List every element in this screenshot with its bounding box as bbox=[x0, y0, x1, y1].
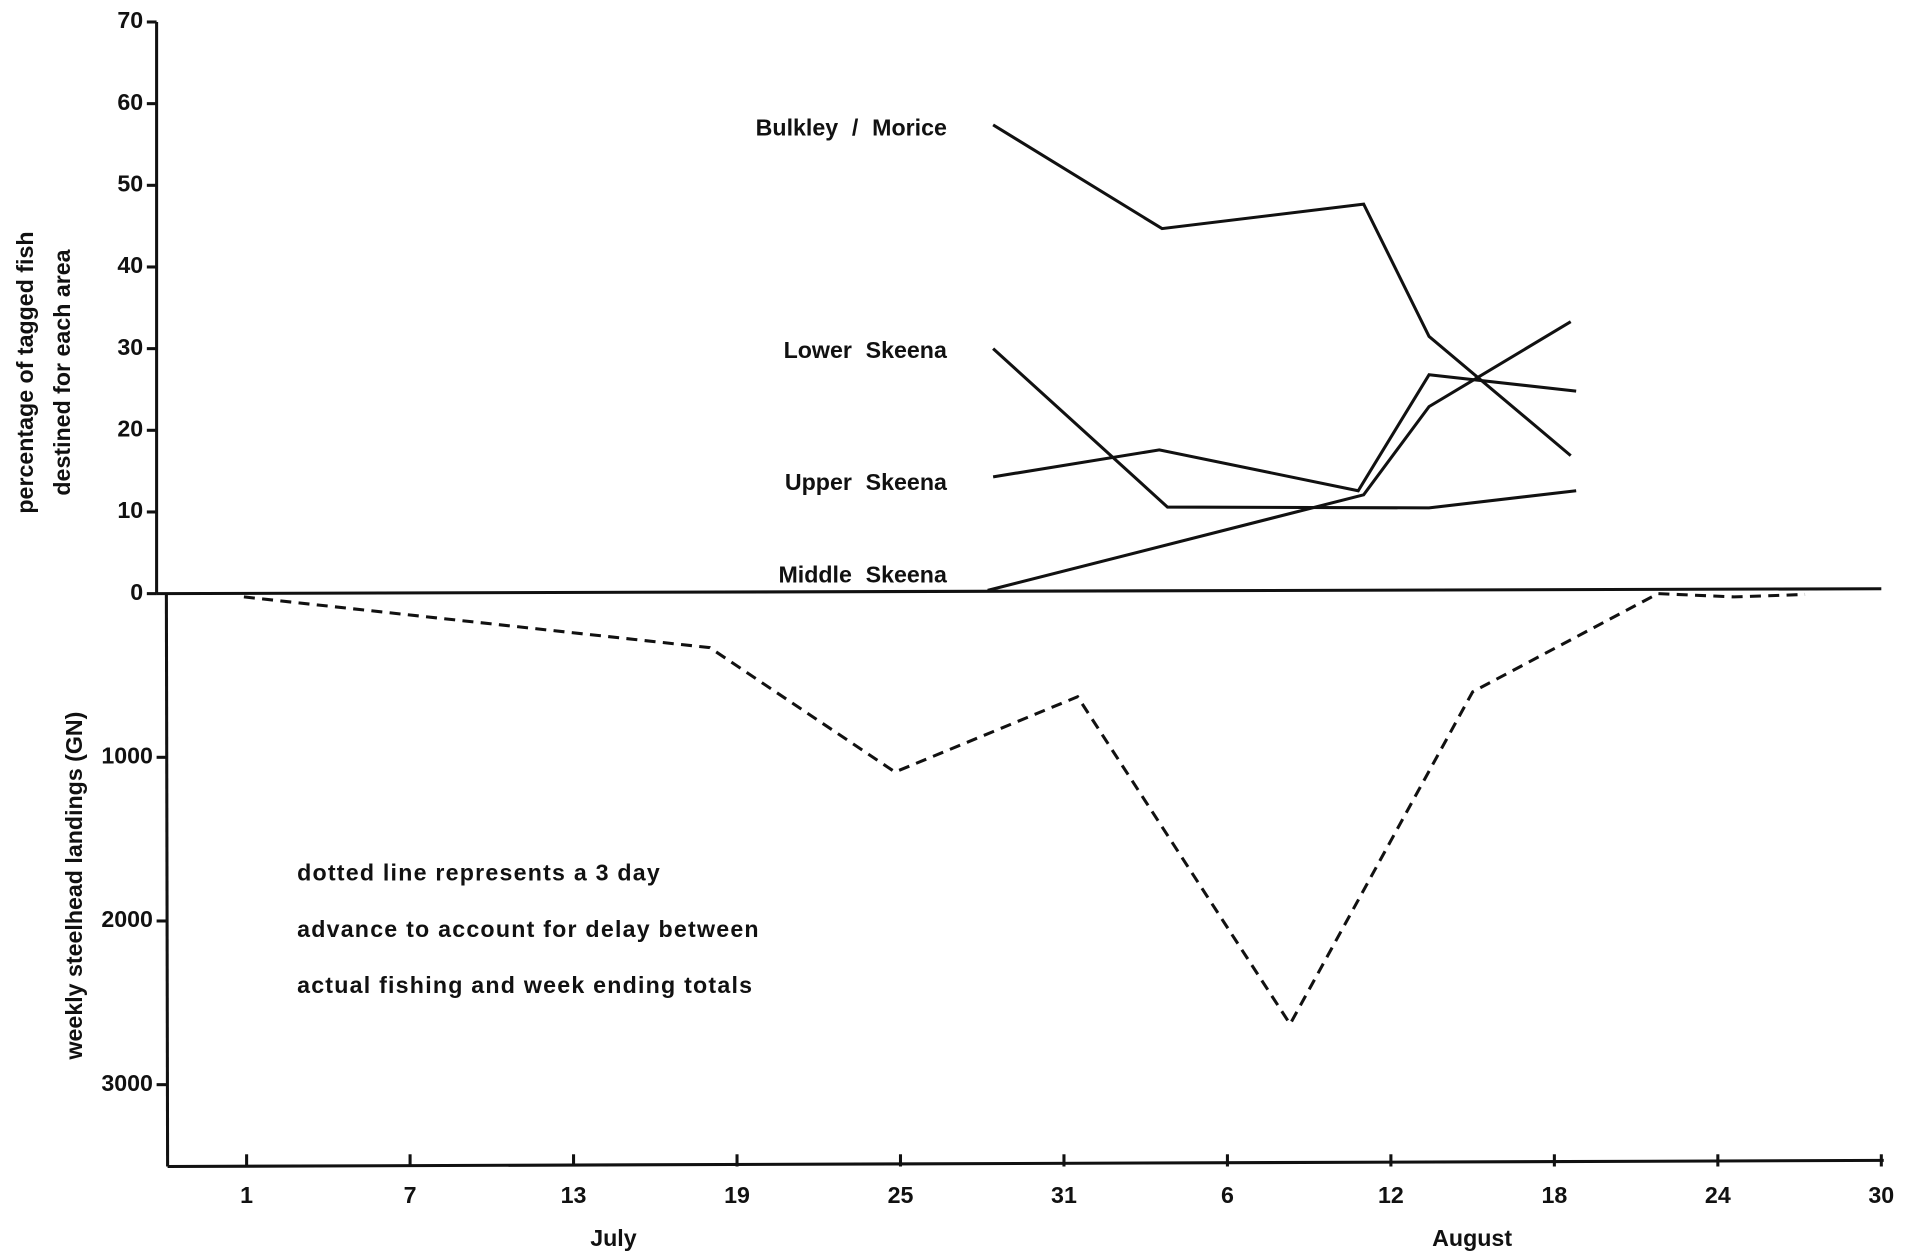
x-tick-label: 6 bbox=[1221, 1182, 1234, 1208]
y-axis-label: destined for each area bbox=[49, 248, 75, 495]
data-line bbox=[243, 592, 1806, 1028]
x-tick-label: 13 bbox=[561, 1182, 587, 1208]
series-label: Bulkley / Morice bbox=[756, 115, 947, 141]
annotation: actual fishing and week ending totals bbox=[297, 972, 753, 998]
series-label: Middle Skeena bbox=[778, 562, 948, 588]
data-line bbox=[992, 123, 1572, 457]
x-tick-label: 1 bbox=[240, 1182, 253, 1208]
x-axis bbox=[167, 1158, 1884, 1169]
x-tick-label: 30 bbox=[1868, 1182, 1894, 1208]
y-axis-label: weekly steelhead landings (GN) bbox=[61, 712, 87, 1061]
y-tick-label: 50 bbox=[117, 170, 143, 196]
x-tick-label: 19 bbox=[724, 1182, 750, 1208]
x-tick-label: 18 bbox=[1541, 1182, 1567, 1208]
y-tick-label: 40 bbox=[117, 252, 143, 278]
zero-line bbox=[156, 587, 1882, 596]
x-tick-label: 31 bbox=[1051, 1182, 1077, 1208]
series-label: Upper Skeena bbox=[785, 469, 948, 495]
x-tick-label: 7 bbox=[404, 1182, 417, 1208]
y-axis-label: percentage of tagged fish bbox=[12, 231, 38, 513]
y-tick-label: 10 bbox=[117, 497, 143, 523]
month-label: August bbox=[1432, 1225, 1512, 1251]
x-tick-label: 24 bbox=[1705, 1182, 1731, 1208]
data-line bbox=[992, 373, 1577, 493]
data-line bbox=[987, 320, 1572, 592]
y-tick-label: 70 bbox=[117, 7, 143, 33]
y-tick-label: 3000 bbox=[101, 1070, 153, 1096]
y-tick-label: 2000 bbox=[101, 906, 153, 932]
data-line bbox=[992, 347, 1577, 510]
month-label: July bbox=[590, 1225, 637, 1251]
annotation: advance to account for delay between bbox=[297, 916, 760, 942]
y-tick-label: 20 bbox=[117, 415, 143, 441]
y-tick-label: 30 bbox=[117, 334, 143, 360]
x-tick-label: 12 bbox=[1378, 1182, 1404, 1208]
series-label: Lower Skeena bbox=[784, 337, 948, 363]
x-tick-label: 25 bbox=[888, 1182, 914, 1208]
annotation: dotted line represents a 3 day bbox=[297, 860, 661, 886]
y-tick-label: 60 bbox=[117, 89, 143, 115]
y-tick-label: 0 bbox=[130, 579, 143, 605]
y-axis-bottom bbox=[164, 593, 170, 1167]
y-tick-label: 1000 bbox=[101, 742, 153, 768]
